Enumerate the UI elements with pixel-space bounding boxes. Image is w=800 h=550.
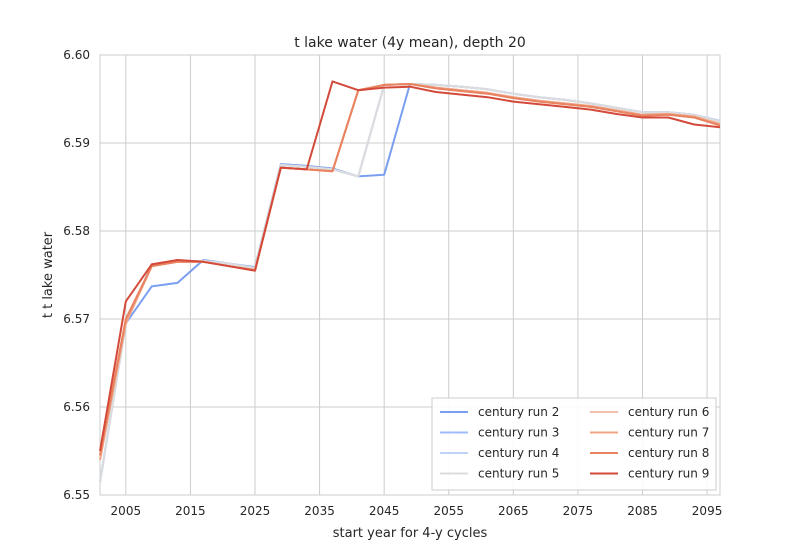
x-tick-label: 2075: [563, 504, 594, 518]
y-tick-label: 6.60: [63, 48, 90, 62]
legend-box: [431, 397, 717, 491]
y-tick-label: 6.55: [63, 488, 90, 502]
legend-label: century run 9: [628, 467, 709, 481]
y-tick-label: 6.58: [63, 224, 90, 238]
x-tick-label: 2005: [111, 504, 142, 518]
y-tick-label: 6.59: [63, 136, 90, 150]
x-tick-label: 2095: [692, 504, 723, 518]
series-line-8: [99, 80, 721, 452]
legend-label: century run 8: [628, 446, 709, 460]
x-tick-label: 2025: [240, 504, 271, 518]
chart-title: t lake water (4y mean), depth 20: [294, 35, 526, 51]
legend-label: century run 2: [478, 405, 559, 419]
legend-label: century run 3: [478, 426, 559, 440]
legend-label: century run 4: [478, 446, 559, 460]
legend-label: century run 7: [628, 426, 709, 440]
tick-labels: 2005 2015 2025 2035 2045 2055 2065 2075 2085 2095…: [63, 48, 722, 518]
x-tick-label: 2085: [627, 504, 658, 518]
legend-label: century run 6: [628, 405, 709, 419]
y-tick-label: 6.57: [63, 312, 90, 326]
plot-area-frame: [99, 54, 721, 496]
y-axis-title: t t lake water: [41, 231, 56, 318]
legend-label: century run 5: [478, 467, 559, 481]
x-tick-label: 2035: [304, 504, 335, 518]
x-tick-label: 2045: [369, 504, 400, 518]
series-lines: [99, 80, 721, 482]
y-tick-label: 6.56: [63, 400, 90, 414]
x-tick-label: 2055: [433, 504, 464, 518]
x-tick-label: 2015: [175, 504, 206, 518]
x-axis-title: start year for 4-y cycles: [333, 526, 488, 541]
x-tick-label: 2065: [498, 504, 529, 518]
legend: century run 2 century run 3 century run 4 c…: [431, 397, 717, 491]
